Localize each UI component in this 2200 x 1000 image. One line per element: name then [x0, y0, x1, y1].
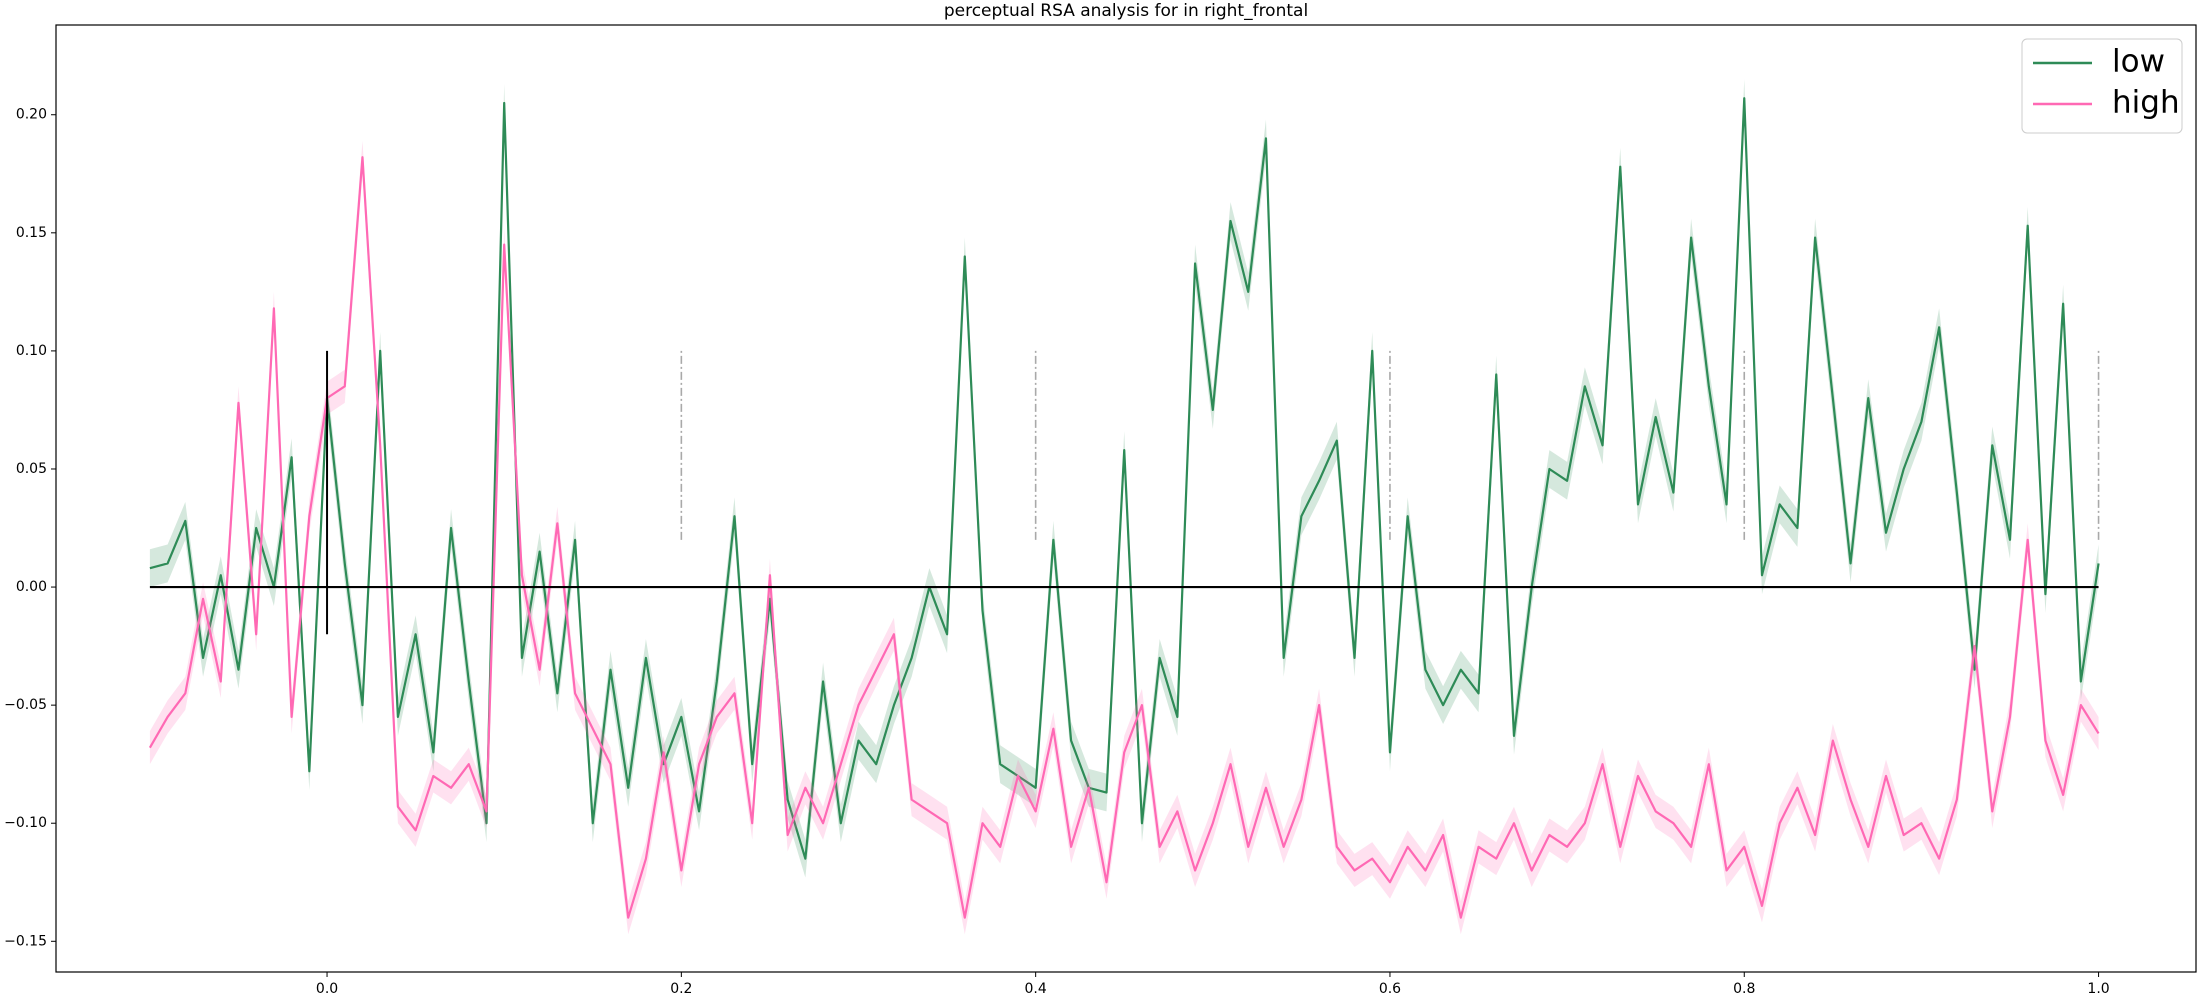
- series-line: [148, 156, 2100, 919]
- legend-label: high: [2112, 85, 2180, 121]
- plot-area: [148, 79, 2100, 935]
- y-tick-label: 0.00: [16, 579, 47, 595]
- y-tick-label: −0.05: [4, 697, 47, 713]
- y-tick-label: 0.15: [16, 225, 47, 241]
- x-tick-label: 0.6: [1379, 981, 1401, 997]
- x-tick-label: 1.0: [2087, 981, 2109, 997]
- y-tick-label: 0.05: [16, 461, 47, 477]
- x-tick-label: 0.8: [1733, 981, 1755, 997]
- plot-frame: [55, 24, 2197, 973]
- x-tick-label: 0.0: [316, 981, 338, 997]
- y-tick-label: 0.10: [16, 343, 47, 359]
- chart-title: perceptual RSA analysis for in right_fro…: [944, 1, 1308, 21]
- legend-label: low: [2112, 44, 2165, 80]
- x-tick-label: 0.2: [670, 981, 692, 997]
- y-tick-label: 0.20: [16, 107, 47, 123]
- x-tick-label: 0.4: [1025, 981, 1047, 997]
- error-band: [149, 140, 2099, 935]
- y-tick-label: −0.10: [4, 815, 47, 831]
- series-line: [149, 97, 2100, 860]
- y-tick-label: −0.15: [4, 933, 47, 949]
